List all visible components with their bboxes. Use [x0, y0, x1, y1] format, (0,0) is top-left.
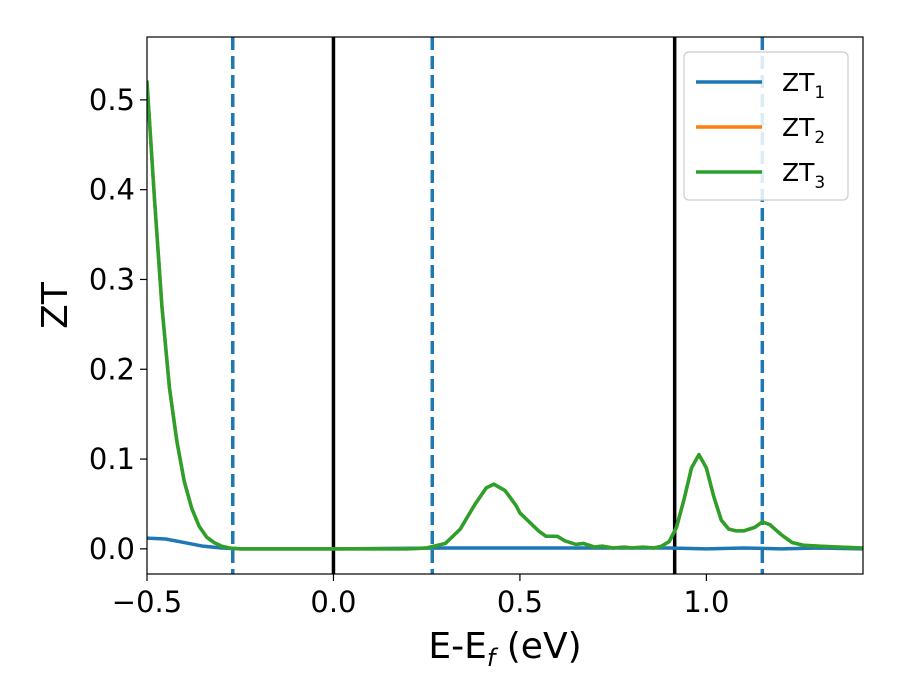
legend: ZT1 ZT2 ZT3 — [683, 51, 849, 201]
plot-frame — [146, 36, 864, 575]
y-tick-label: 0.2 — [89, 352, 135, 386]
series-lines — [147, 80, 863, 551]
x-axis-label: E-Ef (eV) — [428, 626, 581, 672]
x-tick-label: 1.0 — [683, 585, 729, 619]
series-line-ZT3 — [147, 80, 863, 551]
x-tick-label: 0.0 — [310, 585, 356, 619]
x-tick-label: −0.5 — [112, 585, 182, 619]
legend-label: ZT3 — [782, 158, 825, 193]
y-tick-label: 0.3 — [89, 262, 135, 296]
y-axis-ticks: 0.0 0.1 0.2 0.3 0.4 0.5 — [89, 83, 147, 566]
x-axis-ticks: −0.5 0.0 0.5 1.0 — [112, 574, 729, 619]
y-tick-label: 0.5 — [89, 83, 135, 117]
legend-label: ZT1 — [782, 68, 825, 103]
y-tick-label: 0.4 — [89, 173, 135, 207]
y-tick-label: 0.0 — [89, 532, 135, 566]
legend-label: ZT2 — [782, 113, 825, 148]
y-tick-label: 0.1 — [89, 442, 135, 476]
y-axis-label: ZT — [35, 281, 76, 329]
x-tick-label: 0.5 — [497, 585, 543, 619]
legend-box — [683, 51, 849, 201]
reference-lines — [231, 37, 765, 574]
